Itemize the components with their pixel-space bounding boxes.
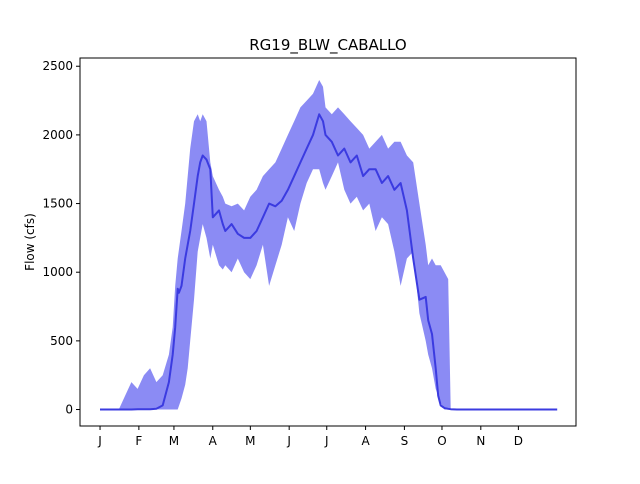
median-line [100, 113, 558, 411]
x-tick-label: A [361, 434, 370, 448]
y-tick-label: 1500 [42, 197, 73, 211]
x-tick-label: F [135, 434, 142, 448]
plot-area [100, 80, 558, 411]
x-tick-label: A [209, 434, 218, 448]
x-tick-label: N [476, 434, 485, 448]
range-band [100, 80, 558, 410]
y-tick-label: 500 [50, 334, 73, 348]
y-axis: 0 500 1000 1500 2000 2500 [42, 59, 80, 417]
plot-frame [79, 57, 577, 427]
chart-title: RG19_BLW_CABALLO [249, 36, 407, 55]
y-tick-label: 1000 [42, 265, 73, 279]
x-tick-label: J [324, 434, 329, 448]
y-tick-label: 2000 [42, 128, 73, 142]
x-tick-label: M [169, 434, 179, 448]
y-tick-label: 0 [65, 403, 73, 417]
x-tick-label: M [245, 434, 255, 448]
y-axis-label: Flow (cfs) [23, 213, 37, 271]
x-tick-label: S [401, 434, 409, 448]
x-tick-label: D [514, 434, 523, 448]
y-tick-label: 2500 [42, 59, 73, 73]
x-tick-label: J [97, 434, 102, 448]
x-tick-label: J [286, 434, 291, 448]
x-tick-label: O [437, 434, 446, 448]
